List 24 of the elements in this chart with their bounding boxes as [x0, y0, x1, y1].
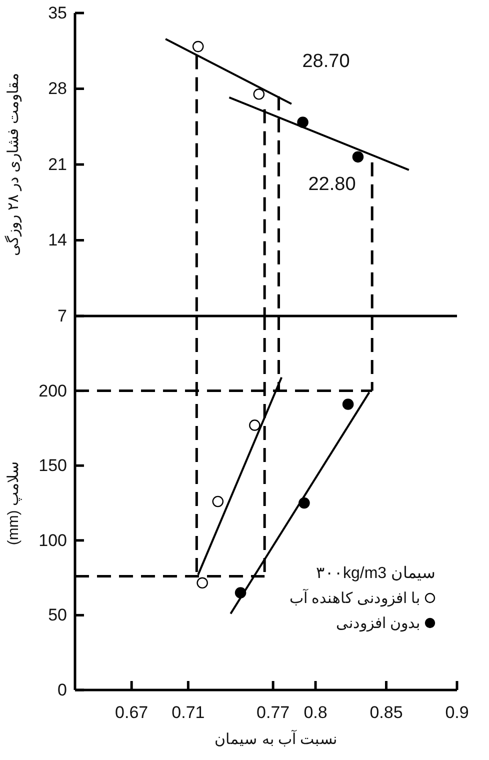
annotation: 22.80	[308, 174, 356, 196]
y-axis-title: سلامپ (mm)	[5, 460, 22, 546]
y-tick-label: 21	[48, 154, 67, 174]
y-tick-label: 0	[58, 680, 67, 700]
legend-label: بدون افزودنی	[336, 615, 420, 632]
x-tick-label: 0.71	[172, 703, 205, 722]
y-axis-title: مقاومت فشاری در ۲۸ روزگی	[4, 73, 22, 256]
y-tick-label: 150	[38, 456, 67, 476]
x-tick-label: 0.9	[445, 703, 469, 722]
y-tick-label: 28	[48, 79, 67, 98]
legend-title: سیمان ۳۰۰kg/m3	[316, 565, 435, 582]
x-tick-label: 0.77	[256, 703, 290, 722]
y-tick-label: 100	[38, 530, 67, 550]
legend-label: با افزودنی کاهنده آب	[289, 589, 420, 607]
y-tick-label: 50	[48, 606, 67, 625]
y-tick-label: 35	[48, 3, 67, 22]
annotation: 28.70	[302, 51, 350, 72]
y-tick-label: 200	[38, 381, 67, 400]
y-tick-label: 7	[58, 306, 67, 326]
x-tick-label: 0.67	[115, 703, 148, 722]
y-tick-label: 14	[48, 230, 67, 250]
x-axis-title: نسبت آب به سیمان	[214, 730, 338, 748]
x-tick-label: 0.85	[370, 703, 403, 722]
x-tick-label: 0.8	[304, 703, 328, 722]
